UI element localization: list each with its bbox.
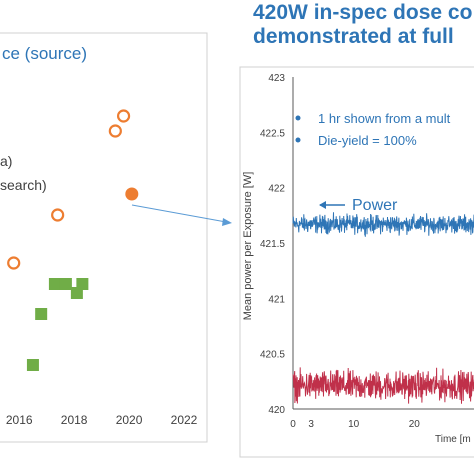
connector-arrow-line: [131, 204, 227, 223]
right-y-axis-label: Mean power per Exposure [W]: [242, 172, 254, 321]
left-point-filled-0: [125, 187, 139, 201]
left-point-open-3: [116, 109, 131, 123]
right-x-axis-label: Time [m: [435, 434, 471, 445]
connector-arrow-head: [222, 218, 232, 226]
right-y-tick-420: 420: [268, 405, 285, 416]
left-chart-title: ce (source): [2, 44, 87, 63]
left-chart-marks: [7, 109, 139, 371]
right-x-tick-0: 0: [290, 419, 296, 430]
annotation-1: 1 hr shown from a mult: [318, 111, 451, 126]
left-x-tick-2018: 2018: [61, 413, 88, 427]
right-y-tick-421.5: 421.5: [260, 239, 285, 250]
annotation-bullet-1: [295, 115, 301, 121]
left-point-square-1: [35, 308, 48, 320]
annotation-2: Die-yield = 100%: [318, 133, 417, 148]
right-y-tick-422: 422: [268, 184, 285, 195]
left-point-square-5: [76, 278, 89, 290]
right-x-tick-10: 10: [348, 419, 360, 430]
series-red-line: [292, 367, 474, 404]
right-y-tick-420.5: 420.5: [260, 350, 285, 361]
left-point-open-2: [108, 124, 122, 138]
left-point-square-3: [59, 278, 72, 290]
series-power-line: [292, 212, 474, 237]
right-y-tick-421: 421: [268, 294, 285, 305]
left-x-axis-ticks: 2016 2018 2020 2022: [6, 413, 198, 427]
headline-line-2: demonstrated at full: [253, 25, 454, 48]
left-x-tick-2020: 2020: [116, 413, 143, 427]
left-point-open-0: [7, 256, 21, 270]
right-x-axis-ticks: 0 10 20 3: [290, 419, 420, 430]
left-point-open-1: [51, 208, 65, 222]
annotation-bullet-2: [295, 137, 301, 143]
left-x-tick-2022: 2022: [171, 413, 198, 427]
right-x-tick-3: 3: [308, 419, 314, 430]
left-x-tick-2016: 2016: [6, 413, 33, 427]
right-y-tick-422.5: 422.5: [260, 128, 285, 139]
left-point-square-2: [48, 278, 61, 290]
right-y-tick-423: 423: [268, 73, 285, 84]
left-panel-frame: [0, 32, 208, 443]
right-x-tick-20: 20: [409, 419, 421, 430]
power-label-arrow-head: [319, 201, 326, 209]
legend-fragment-1: a): [0, 153, 12, 169]
legend-fragment-2: search): [0, 177, 47, 193]
headline-line-1: 420W in-spec dose co: [253, 1, 472, 24]
series-power-label: Power: [352, 197, 398, 214]
right-y-axis-ticks: 423 422.5 422 421.5 421 420.5 420: [260, 73, 285, 416]
left-point-square-0: [26, 359, 39, 371]
